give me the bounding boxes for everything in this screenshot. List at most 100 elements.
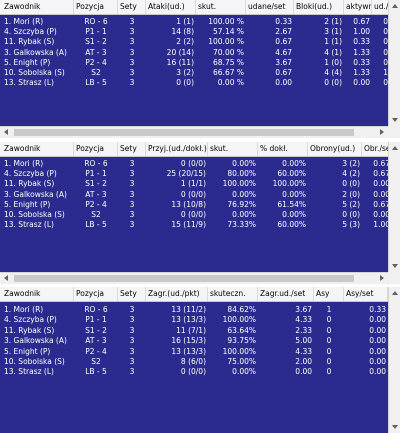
cell-obrony-ud: 0 (0) [342, 210, 360, 219]
scroll-left-arrow-icon[interactable] [4, 275, 8, 281]
table-row[interactable]: 3. Galkowska (A) AT - 3 3 16 (15/3) 93.75% 5.… [0, 336, 388, 346]
cell-sety: 3 [129, 179, 135, 189]
scroll-down-arrow-icon[interactable] [392, 425, 398, 429]
horizontal-scroll-thumb[interactable] [14, 275, 354, 282]
cell-zawodnik: 11. Rybak (S) [4, 37, 55, 47]
cell-skut: 76.92% [227, 199, 256, 209]
column-header-skut[interactable]: skut. [208, 142, 258, 156]
scroll-up-arrow-icon[interactable] [392, 146, 398, 150]
scroll-down-arrow-icon[interactable] [392, 118, 398, 122]
table-row[interactable]: 5. Enight (P) P2 - 4 3 13 (13/3) 100.00% 4.33… [0, 347, 388, 357]
vertical-scrollbar[interactable] [388, 0, 400, 126]
cell-sety: 3 [129, 325, 135, 335]
table-row[interactable]: 1. Mori (R) RO - 6 3 1 (1) 100.00 % 0.33 2 (1)… [0, 17, 388, 27]
table-row[interactable]: 10. Sobolska (S) S2 3 0 (0/0) 0.00% 0.00% 0 (0… [0, 210, 388, 220]
table-row[interactable]: 5. Enight (P) P2 - 4 3 13 (10/8) 76.92% 61.54… [0, 200, 388, 210]
table-row[interactable]: 10. Sobolska (S) S2 3 8 (6/0) 75.00% 2.00 0 0.0… [0, 357, 388, 367]
column-header-zawodnik[interactable]: Zawodnik [2, 142, 74, 156]
column-header-udane-set[interactable]: udane/set [246, 0, 294, 14]
column-header-asy-set[interactable]: Asy/set [344, 287, 388, 301]
cell-pozycja: LB - 5 [85, 220, 107, 230]
table-row[interactable]: 10. Sobolska (S) S2 3 3 (2) 66.67 % 0.67 4 (4)… [0, 68, 388, 78]
column-header-zagr-ud-set[interactable]: Zagr.ud./set [258, 287, 314, 301]
cell-pozycja: S1 - 2 [85, 37, 107, 47]
scroll-left-arrow-icon[interactable] [4, 129, 8, 135]
scroll-right-arrow-icon[interactable] [380, 129, 384, 135]
vertical-scrollbar[interactable] [388, 142, 400, 272]
attack-table-header: Zawodnik Pozycja Sety Ataki(ud.) skut. udane/… [0, 0, 388, 15]
horizontal-scroll-thumb[interactable] [14, 129, 354, 136]
column-header-bloki-ud[interactable]: Bloki(ud.) [294, 0, 344, 14]
table-row[interactable]: 3. Galkowska (A) AT - 3 3 0 (0/0) 0.00% 0.00%… [0, 190, 388, 200]
column-header-zawodnik[interactable]: Zawodnik [2, 0, 74, 14]
cell-ataki-ud: 3 (2) [176, 68, 194, 77]
cell-dok: 61.54% [277, 199, 306, 209]
cell-sety: 3 [129, 346, 135, 356]
column-header-ud-set[interactable]: ud./set [372, 0, 388, 14]
column-header-zawodnik[interactable]: Zawodnik [2, 287, 74, 301]
cell-skuteczn: 84.62% [227, 305, 256, 314]
table-row[interactable]: 11. Rybak (S) S1 - 2 3 2 (2) 100.00 % 0.67 1 (… [0, 37, 388, 47]
cell-obr-set: 0.00 [373, 179, 388, 189]
cell-sety: 3 [129, 159, 135, 168]
table-row[interactable]: 13. Strasz (L) LB - 5 3 0 (0/0) 0.00% 0.00 0 0.… [0, 367, 388, 377]
table-row[interactable]: 5. Enight (P) P2 - 4 3 16 (11) 68.75 % 3.67 1 … [0, 58, 388, 68]
horizontal-scrollbar[interactable] [0, 272, 388, 284]
column-header-skut[interactable]: skut. [196, 0, 246, 14]
scroll-up-arrow-icon[interactable] [392, 291, 398, 295]
cell-sety: 3 [129, 357, 135, 366]
table-row[interactable]: 11. Rybak (S) S1 - 2 3 11 (7/1) 63.64% 2.33 0 0… [0, 326, 388, 336]
column-header-sety[interactable]: Sety [118, 0, 146, 14]
cell-zagr-ud-set: 5.00 [295, 336, 312, 346]
cell-zawodnik: 11. Rybak (S) [4, 179, 55, 189]
table-row[interactable]: 4. Szczyba (P) P1 - 1 3 13 (13/3) 100.00% 4.3… [0, 315, 388, 325]
column-header-obrony-ud[interactable]: Obrony(ud.) [308, 142, 362, 156]
column-header-pozycja[interactable]: Pozycja [74, 0, 118, 14]
column-header-aktywn[interactable]: aktywn. [344, 0, 372, 14]
table-row[interactable]: 1. Mori (R) RO - 6 3 13 (11/2) 84.62% 3.67 1 0.… [0, 305, 388, 315]
cell-udane-set: 0.33 [275, 17, 292, 26]
cell-ud-set: 0.00 [383, 57, 388, 67]
cell-asy-set: 0.00 [369, 346, 386, 356]
horizontal-scrollbar[interactable] [0, 126, 388, 138]
table-row[interactable]: 1. Mori (R) RO - 6 3 0 (0/0) 0.00% 0.00% 3 (2)… [0, 159, 388, 169]
column-header-obr-set[interactable]: Obr./set [362, 142, 388, 156]
cell-zawodnik: 10. Sobolska (S) [4, 68, 65, 77]
table-row[interactable]: 3. Galkowska (A) AT - 3 3 20 (14) 70.00 % 4.6… [0, 48, 388, 58]
cell-asy-set: 0.00 [369, 367, 386, 377]
column-header-przyj-ud-dok[interactable]: Przyj.(ud./dokł.) [146, 142, 208, 156]
scroll-up-arrow-icon[interactable] [392, 4, 398, 8]
table-row[interactable]: 11. Rybak (S) S1 - 2 3 1 (1/1) 100.00% 100.00… [0, 179, 388, 189]
table-row[interactable]: 13. Strasz (L) LB - 5 3 0 (0) 0.00 % 0.00 0 (0… [0, 78, 388, 88]
scroll-down-arrow-icon[interactable] [392, 264, 398, 268]
scroll-right-arrow-icon[interactable] [380, 275, 384, 281]
cell-udane-set: 0.67 [275, 68, 292, 77]
cell-dok: 60.00% [277, 220, 306, 230]
cell-zawodnik: 10. Sobolska (S) [4, 210, 65, 219]
cell-aktywn: 0.00 [353, 78, 370, 88]
cell-zagr-ud-set: 4.33 [295, 346, 312, 356]
column-header-ataki-ud[interactable]: Ataki(ud.) [146, 0, 196, 14]
column-header-skuteczn[interactable]: skuteczn. [208, 287, 258, 301]
column-header-pozycja[interactable]: Pozycja [74, 142, 118, 156]
vertical-scrollbar[interactable] [388, 287, 400, 433]
column-header-pozycja[interactable]: Pozycja [74, 287, 118, 301]
cell-pozycja: P1 - 1 [85, 27, 107, 37]
cell-sety: 3 [129, 367, 135, 377]
cell-zawodnik: 11. Rybak (S) [4, 325, 55, 335]
cell-zagr-ud-pkt: 0 (0/0) [180, 367, 206, 377]
column-header-sety[interactable]: Sety [118, 142, 146, 156]
table-row[interactable]: 4. Szczyba (P) P1 - 1 3 14 (8) 57.14 % 2.67 3 … [0, 27, 388, 37]
cell-zagr-ud-set: 4.33 [295, 315, 312, 325]
column-header-zagr-ud-pkt[interactable]: Zagr.(ud./pkt) [146, 287, 208, 301]
cell-asy-set: 0.00 [369, 336, 386, 346]
cell-sety: 3 [129, 57, 135, 67]
cell-pozycja: P1 - 1 [85, 315, 107, 325]
column-header-asy[interactable]: Asy [314, 287, 344, 301]
table-row[interactable]: 13. Strasz (L) LB - 5 3 15 (11/9) 73.33% 60.0… [0, 220, 388, 230]
table-row[interactable]: 4. Szczyba (P) P1 - 1 3 25 (20/15) 80.00% 60.… [0, 169, 388, 179]
cell-skuteczn: 63.64% [227, 325, 256, 335]
cell-ataki-ud: 20 (14) [166, 47, 194, 57]
column-header-sety[interactable]: Sety [118, 287, 146, 301]
column-header-dok[interactable]: % dokł. [258, 142, 308, 156]
